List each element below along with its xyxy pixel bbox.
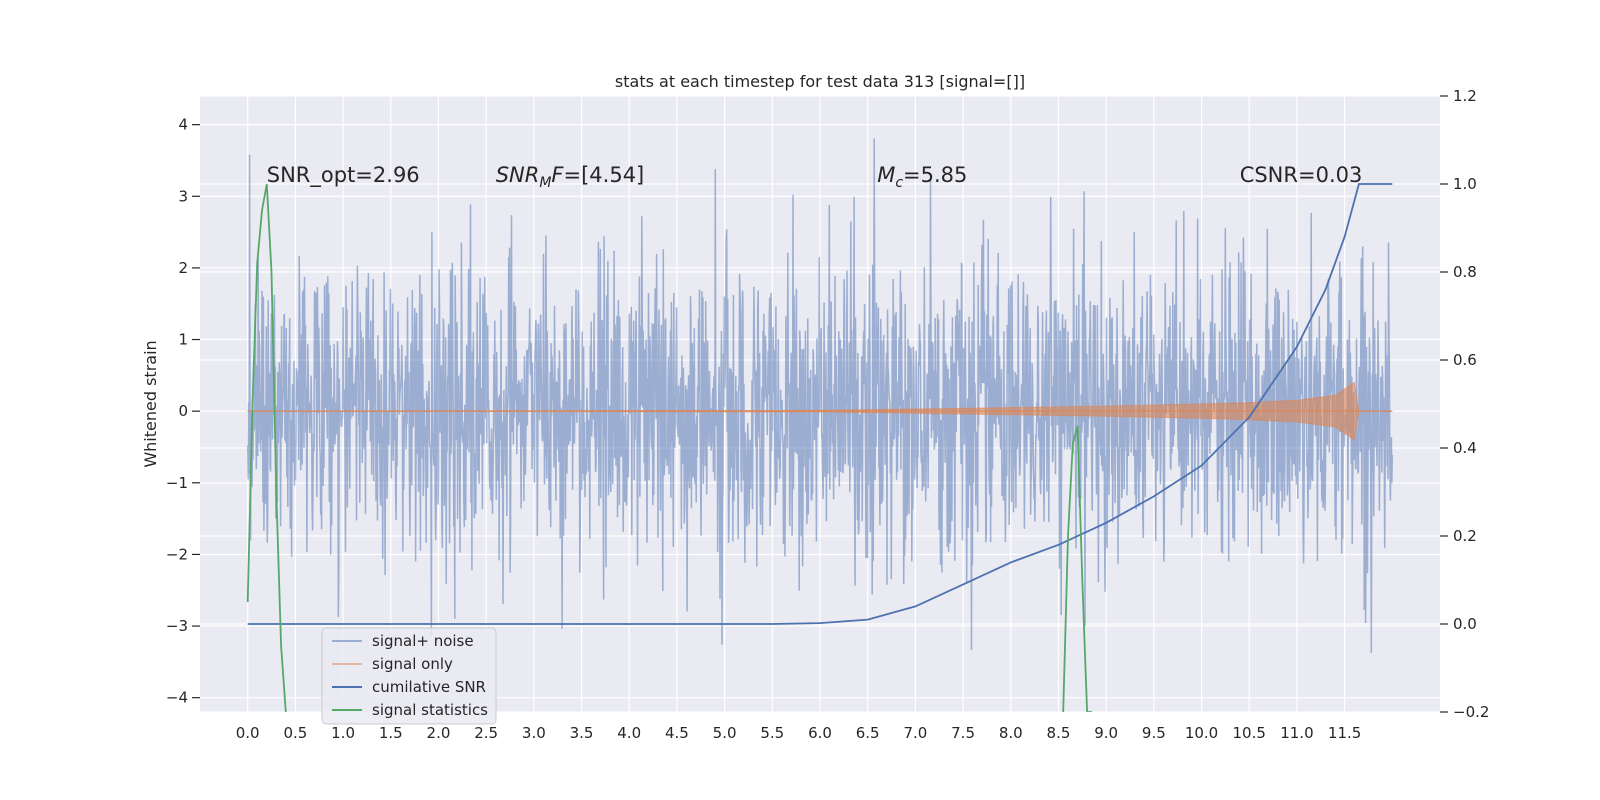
y-axis-right: −0.2 0.0 0.2 0.4 0.6 0.8 1.0 1.2 <box>1440 87 1489 721</box>
x-tick-label: 11.5 <box>1328 724 1361 742</box>
x-tick-label: 0.0 <box>236 724 260 742</box>
x-axis: 0.0 0.5 1.0 1.5 2.0 2.5 3.0 3.5 4.0 4.5 5.0 5.5 6.0 6… <box>236 724 1362 742</box>
x-tick-label: 9.0 <box>1094 724 1118 742</box>
annotation-text: SNRMF=[4.54] <box>496 163 645 191</box>
x-tick-label: 0.5 <box>283 724 307 742</box>
x-tick-label: 6.0 <box>808 724 832 742</box>
y-right-tick-label: −0.2 <box>1453 703 1489 721</box>
series-signal-statistics-segment <box>1062 425 1092 712</box>
chart-title: stats at each timestep for test data 313… <box>615 72 1025 91</box>
x-tick-label: 3.5 <box>570 724 594 742</box>
y-left-tick-label: 4 <box>178 116 188 134</box>
annotation-text: CSNR=0.03 <box>1240 163 1363 187</box>
x-tick-label: 8.5 <box>1047 724 1071 742</box>
x-tick-label: 2.5 <box>474 724 498 742</box>
legend-box <box>321 627 497 725</box>
x-tick-label: 9.5 <box>1142 724 1166 742</box>
x-tick-label: 1.0 <box>331 724 355 742</box>
x-tick-label: 1.5 <box>379 724 403 742</box>
y-right-tick-label: 0.6 <box>1453 351 1477 369</box>
y-right-tick-label: 1.2 <box>1453 87 1477 105</box>
x-tick-label: 4.0 <box>617 724 641 742</box>
y-left-tick-label: −4 <box>166 689 188 707</box>
legend: signal+ noise signal only cumilative SNR si… <box>321 627 497 725</box>
x-tick-label: 7.5 <box>951 724 975 742</box>
annotations: SNR_opt=2.96 SNRMF=[4.54] Mc=5.85 CSNR=0.03 <box>267 163 1363 191</box>
x-tick-label: 4.5 <box>665 724 689 742</box>
legend-label: signal only <box>372 655 453 673</box>
x-tick-label: 6.5 <box>856 724 880 742</box>
x-tick-label: 5.5 <box>760 724 784 742</box>
y-left-tick-label: 3 <box>178 187 188 205</box>
x-tick-label: 5.0 <box>713 724 737 742</box>
y-left-tick-label: −2 <box>166 545 188 563</box>
y-right-tick-label: 0.4 <box>1453 439 1477 457</box>
annotation-text: Mc=5.85 <box>877 163 967 191</box>
x-tick-label: 7.0 <box>903 724 927 742</box>
y-left-tick-label: −1 <box>166 474 188 492</box>
x-tick-label: 8.0 <box>999 724 1023 742</box>
x-tick-label: 2.0 <box>427 724 451 742</box>
legend-label: cumilative SNR <box>372 678 486 696</box>
y-axis-label: Whitened strain <box>141 340 160 467</box>
y-right-tick-label: 0.0 <box>1453 615 1477 633</box>
x-tick-label: 10.0 <box>1185 724 1218 742</box>
y-axis-left: −4 −3 −2 −1 0 1 2 3 4 <box>166 116 200 707</box>
legend-label: signal+ noise <box>372 632 474 650</box>
y-left-tick-label: 2 <box>178 259 188 277</box>
annotation-text: SNR_opt=2.96 <box>267 163 420 188</box>
series-signal-statistics-segment <box>246 183 287 712</box>
y-right-tick-label: 1.0 <box>1453 175 1477 193</box>
y-right-tick-label: 0.2 <box>1453 527 1477 545</box>
plot-area <box>246 138 1394 712</box>
legend-label: signal statistics <box>372 701 488 719</box>
x-tick-label: 3.0 <box>522 724 546 742</box>
y-left-tick-label: 1 <box>178 331 188 349</box>
y-left-tick-label: 0 <box>178 402 188 420</box>
y-right-tick-label: 0.8 <box>1453 263 1477 281</box>
x-tick-label: 10.5 <box>1233 724 1266 742</box>
x-tick-label: 11.0 <box>1280 724 1313 742</box>
y-left-tick-label: −3 <box>166 617 188 635</box>
series-cumulative-snr <box>247 183 1393 625</box>
